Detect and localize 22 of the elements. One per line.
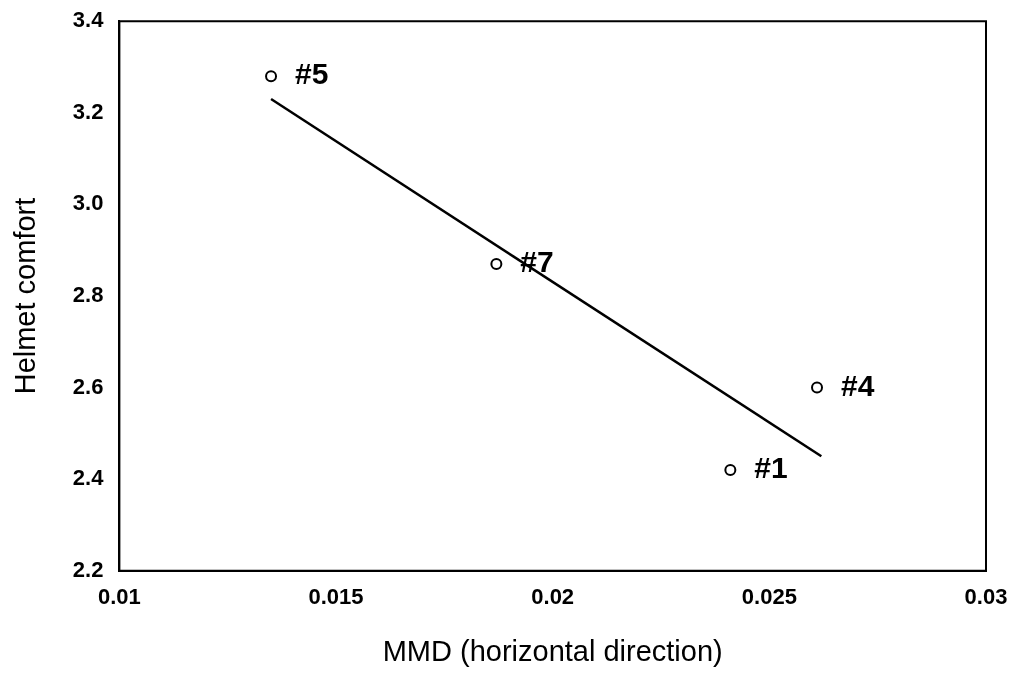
y-tick-label: 2.4 — [72, 465, 105, 491]
y-tick-label: 2.2 — [72, 556, 104, 582]
annotation: #7 — [520, 245, 554, 279]
y-tick-label: 3.0 — [72, 190, 104, 216]
annotation: #4 — [841, 368, 875, 402]
y-tick-label: 2.8 — [72, 282, 104, 308]
x-axis-title: MMD (horizontal direction) — [382, 634, 723, 667]
x-tick-label: 0.01 — [97, 584, 141, 610]
y-tick-label: 3.2 — [72, 98, 104, 124]
point — [811, 381, 824, 394]
point — [724, 464, 737, 477]
annotation: #1 — [754, 451, 788, 485]
y-tick-label: 2.6 — [72, 373, 104, 399]
x-tick-label: 0.02 — [531, 584, 575, 610]
x-tick-label: 0.015 — [308, 584, 364, 610]
x-tick-label: 0.03 — [964, 584, 1008, 610]
annotation: #5 — [295, 57, 329, 91]
y-tick-label: 3.4 — [72, 7, 105, 33]
point — [265, 70, 278, 83]
x-tick-label: 0.025 — [741, 584, 797, 610]
y-axis-title: Helmet comfort — [9, 197, 42, 395]
point — [490, 257, 503, 270]
